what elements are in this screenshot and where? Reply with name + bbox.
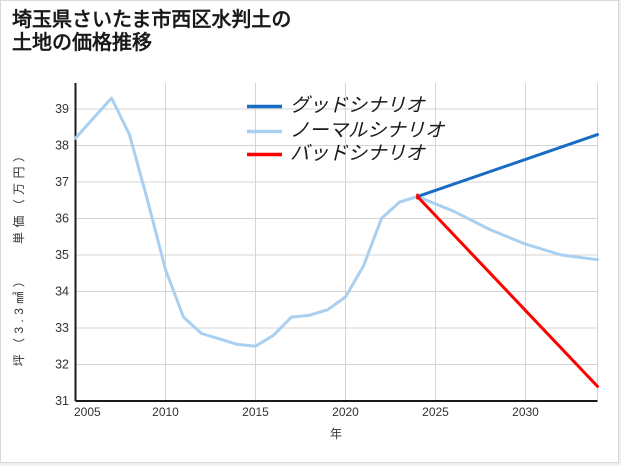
svg-text:38: 38 bbox=[55, 139, 69, 153]
svg-text:グッドシナリオ: グッドシナリオ bbox=[290, 95, 427, 117]
svg-text:2015: 2015 bbox=[242, 405, 269, 419]
svg-text:31: 31 bbox=[55, 394, 69, 408]
svg-text:32: 32 bbox=[55, 358, 69, 372]
svg-text:ノーマルシナリオ: ノーマルシナリオ bbox=[290, 121, 446, 142]
svg-text:バッドシナリオ: バッドシナリオ bbox=[290, 144, 427, 165]
svg-text:39: 39 bbox=[55, 102, 69, 116]
svg-text:2030: 2030 bbox=[512, 405, 539, 419]
svg-text:34: 34 bbox=[55, 285, 69, 299]
svg-text:2025: 2025 bbox=[422, 405, 449, 419]
svg-text:2010: 2010 bbox=[152, 405, 179, 419]
svg-text:37: 37 bbox=[55, 175, 69, 189]
svg-text:2005: 2005 bbox=[74, 405, 101, 419]
svg-text:33: 33 bbox=[55, 321, 69, 335]
svg-text:36: 36 bbox=[55, 212, 69, 226]
svg-text:35: 35 bbox=[55, 248, 69, 262]
svg-text:坪（3.3㎟） 単価（万円）: 坪（3.3㎟） 単価（万円） bbox=[12, 146, 26, 367]
svg-text:2020: 2020 bbox=[332, 405, 359, 419]
svg-text:年: 年 bbox=[330, 427, 342, 441]
